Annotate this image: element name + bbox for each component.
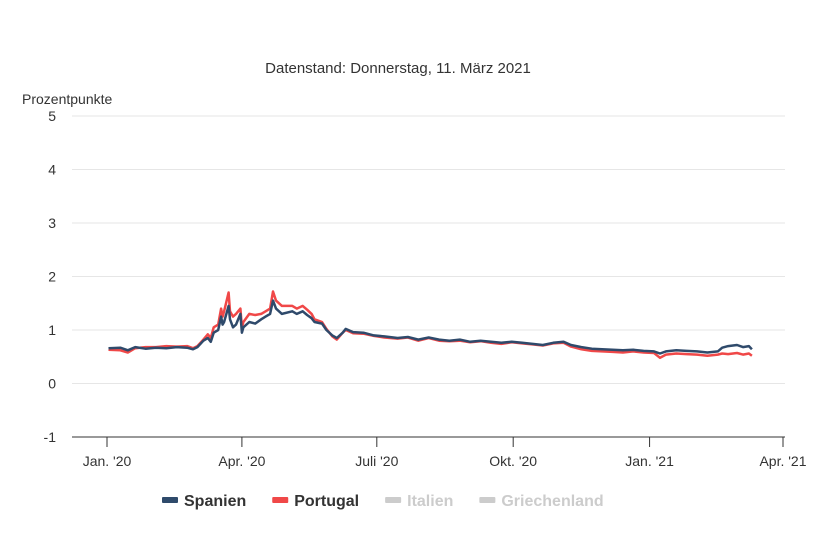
series-lines bbox=[108, 290, 753, 360]
legend: Spanien Portugal Italien Griechenland bbox=[162, 493, 604, 510]
x-tick-label: Apr. '20 bbox=[218, 453, 265, 469]
y-tick-label: 2 bbox=[48, 269, 56, 285]
legend-label: Portugal bbox=[294, 493, 359, 510]
y-tick-label: 4 bbox=[48, 162, 56, 178]
legend-swatch bbox=[272, 497, 289, 503]
x-tick-label: Apr. '21 bbox=[759, 453, 806, 469]
legend-swatch bbox=[162, 497, 178, 503]
x-tick-label: Jan. '21 bbox=[625, 453, 674, 469]
series-line-spanien bbox=[108, 299, 753, 355]
legend-label: Italien bbox=[407, 493, 453, 510]
chart-subtitle: Datenstand: Donnerstag, 11. März 2021 bbox=[265, 60, 531, 77]
series-line-portugal bbox=[108, 290, 753, 360]
x-tick-label: Jan. '20 bbox=[83, 453, 132, 469]
y-tick-label: -1 bbox=[44, 429, 57, 445]
y-tick-label: 3 bbox=[48, 215, 56, 231]
y-axis-ticks: -1 0 1 2 3 4 5 bbox=[44, 108, 57, 445]
legend-swatch bbox=[479, 497, 496, 503]
y-tick-label: 5 bbox=[48, 108, 56, 124]
legend-item-portugal[interactable]: Portugal bbox=[272, 493, 359, 510]
y-tick-label: 0 bbox=[48, 376, 56, 392]
legend-label: Spanien bbox=[184, 493, 246, 510]
x-tick-label: Juli '20 bbox=[355, 453, 398, 469]
legend-label: Griechenland bbox=[501, 493, 603, 510]
grid-lines bbox=[72, 115, 785, 384]
y-axis-label: Prozentpunkte bbox=[22, 91, 112, 107]
legend-item-spanien[interactable]: Spanien bbox=[162, 493, 246, 510]
legend-item-italien[interactable]: Italien bbox=[385, 493, 453, 510]
legend-swatch bbox=[385, 497, 402, 503]
y-tick-label: 1 bbox=[48, 322, 56, 338]
x-tick-label: Okt. '20 bbox=[489, 453, 537, 469]
x-axis: Jan. '20 Apr. '20 Juli '20 Okt. '20 Jan. '21… bbox=[72, 436, 807, 469]
legend-item-griechenland[interactable]: Griechenland bbox=[479, 493, 604, 510]
